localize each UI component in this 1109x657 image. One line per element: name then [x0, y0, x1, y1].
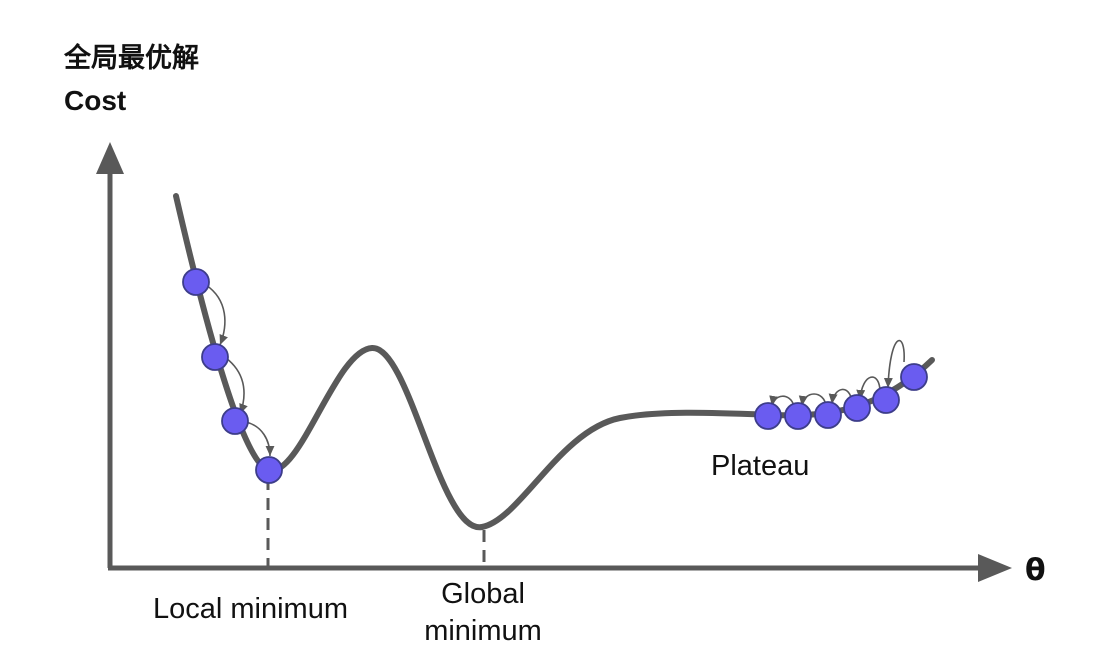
global-minimum-label: Global minimum — [424, 578, 542, 647]
x-axis-label: θ — [1025, 553, 1046, 588]
local-minimum-label: Local minimum — [153, 593, 348, 625]
plateau-ball — [784, 402, 812, 430]
descent-ball — [255, 456, 283, 484]
plateau-ball — [814, 401, 842, 429]
plateau-arrow-1 — [883, 339, 905, 389]
plateau-label: Plateau — [711, 450, 810, 482]
plateau-ball — [843, 394, 871, 422]
descent-arrow-1 — [205, 284, 228, 346]
plateau-ball — [872, 386, 900, 414]
descent-ball — [182, 268, 210, 296]
plateau-ball — [900, 363, 928, 391]
cost-curve — [173, 193, 935, 531]
x-axis-arrowhead — [978, 554, 1012, 582]
page-title: 全局最优解 — [64, 43, 199, 74]
y-axis-arrowhead — [96, 142, 124, 174]
y-axis-label: Cost — [64, 85, 127, 116]
descent-arrow-3 — [245, 421, 275, 457]
descent-ball — [221, 407, 249, 435]
plateau-ball — [754, 402, 782, 430]
descent-ball — [201, 343, 229, 371]
plateau-arrow-2 — [856, 376, 881, 401]
